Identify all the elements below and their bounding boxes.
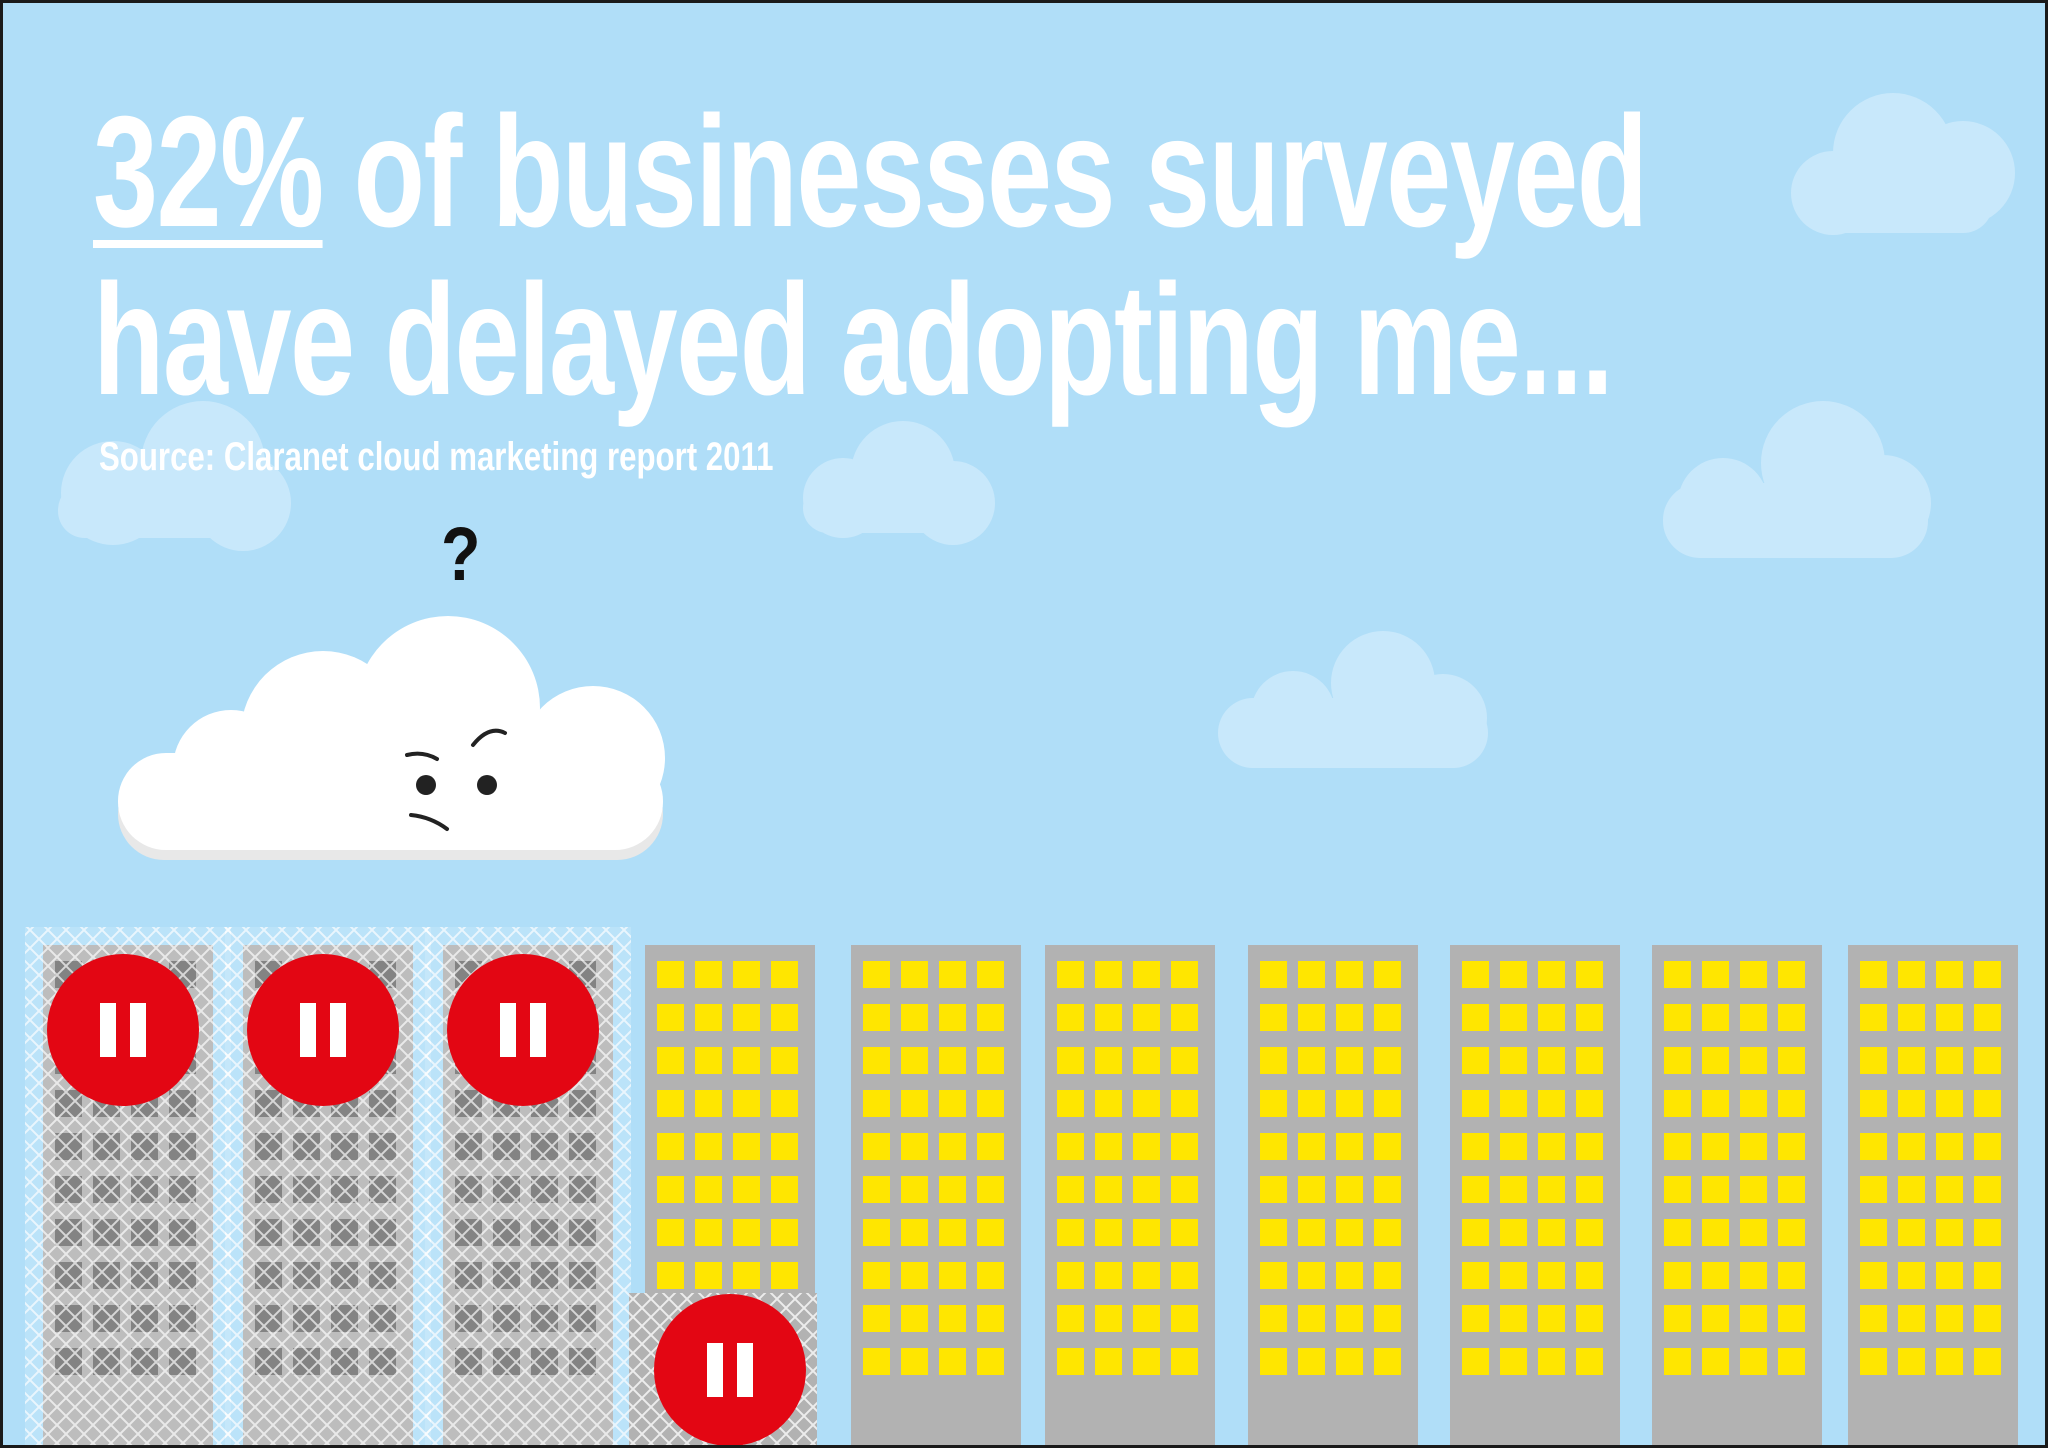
pause-icon <box>47 954 199 1106</box>
pause-icon <box>654 1294 806 1445</box>
paused-building <box>425 927 631 1445</box>
headline-percent: 32% <box>93 84 324 260</box>
buildings-row <box>25 927 2018 1445</box>
paused-building <box>225 927 431 1445</box>
headline-line-1: 32% of businesses surveyed <box>93 93 1648 251</box>
pause-icon <box>447 954 599 1106</box>
building <box>851 945 1021 1445</box>
paused-building <box>25 927 231 1445</box>
scene-art <box>25 93 2018 1445</box>
source-citation: Source: Claranet cloud marketing report … <box>99 435 774 479</box>
building <box>1248 945 1418 1445</box>
bg-cloud <box>803 421 995 545</box>
background-clouds <box>58 93 2015 768</box>
headline-line-2: have delayed adopting me... <box>93 252 1614 428</box>
bg-cloud <box>1663 401 1931 558</box>
bg-cloud <box>1791 93 2015 235</box>
cloud-character <box>118 616 665 860</box>
question-mark: ? <box>441 512 481 597</box>
building <box>1045 945 1215 1445</box>
pause-icon <box>247 954 399 1106</box>
paused-construction <box>629 1293 817 1445</box>
building <box>1652 945 1822 1445</box>
headline-line-1-text: of businesses surveyed <box>322 84 1649 260</box>
building <box>1848 945 2018 1445</box>
bg-cloud <box>58 401 291 551</box>
bg-cloud <box>1218 631 1488 768</box>
building <box>1450 945 1620 1445</box>
